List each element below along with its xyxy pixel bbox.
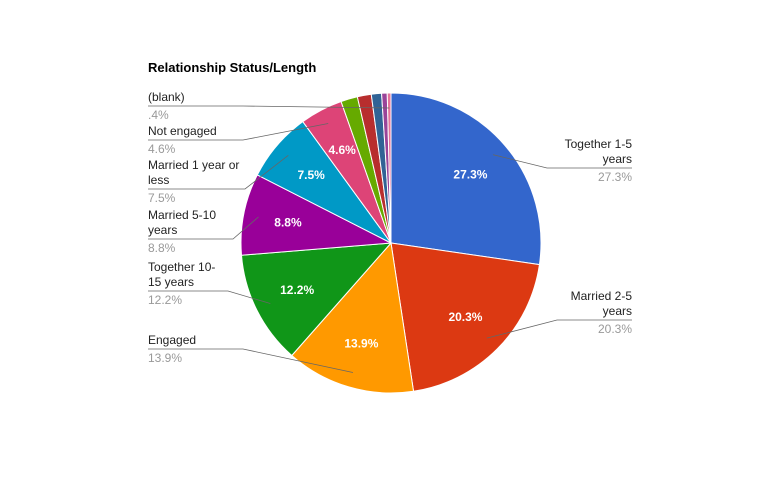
pie-slice xyxy=(240,174,393,256)
pie-slice xyxy=(240,242,393,357)
pie-slice xyxy=(390,92,542,266)
leader-line xyxy=(148,216,259,240)
legend-value: 20.3% xyxy=(597,322,632,336)
legend-value: 13.9% xyxy=(148,351,183,365)
legend-label: (blank) xyxy=(148,90,185,104)
legend-label: Together 10-15 years xyxy=(148,260,216,289)
leader-line xyxy=(148,123,329,141)
legend-label: Married 2-5 years xyxy=(570,289,632,318)
leader-line xyxy=(148,105,390,109)
slice-label: 20.3% xyxy=(448,310,482,324)
leader-line xyxy=(148,348,354,373)
slice-label: 4.6% xyxy=(328,143,356,157)
pie-slice xyxy=(390,242,541,392)
pie-slice xyxy=(386,92,392,244)
legend-label: Married 5-10 years xyxy=(148,208,217,237)
leader-line xyxy=(148,290,271,304)
legend-value: 7.5% xyxy=(148,191,176,205)
legend-value: 4.6% xyxy=(148,142,176,156)
legend-value: .4% xyxy=(148,108,169,122)
legend-label: Engaged xyxy=(148,333,197,347)
legend-value: 27.3% xyxy=(597,170,632,184)
slice-label: 12.2% xyxy=(280,283,314,297)
leader-line xyxy=(148,155,289,190)
slice-label: 8.8% xyxy=(274,216,302,230)
leader-line xyxy=(493,154,632,169)
slice-label: 7.5% xyxy=(297,168,325,182)
chart-title: Relationship Status/Length xyxy=(148,60,317,75)
legend-label: Together 1-5 years xyxy=(564,137,632,166)
legend-label: Not engaged xyxy=(148,124,217,138)
legend-value: 8.8% xyxy=(148,241,176,255)
leader-line xyxy=(486,319,632,339)
slice-label: 13.9% xyxy=(344,337,378,351)
slice-label: 27.3% xyxy=(453,167,487,181)
legend-value: 12.2% xyxy=(148,293,183,307)
legend-label: Married 1 year or less xyxy=(148,158,240,187)
